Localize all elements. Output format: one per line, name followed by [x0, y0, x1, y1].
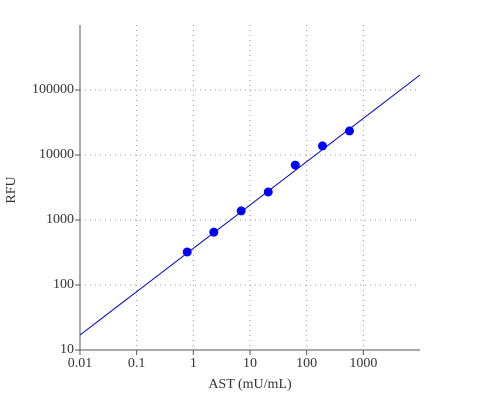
x-tick-label: 1000: [349, 356, 377, 371]
x-tick-label: 0.1: [128, 356, 146, 371]
y-tick-label: 10000: [39, 147, 74, 162]
y-tick-label: 1000: [46, 212, 74, 227]
y-axis-label: RFU: [4, 176, 19, 203]
y-tick-label: 100: [53, 277, 74, 292]
x-axis-label: AST (mU/mL): [208, 377, 292, 392]
y-tick-label: 100000: [32, 82, 74, 97]
x-tick-label: 0.01: [68, 356, 93, 371]
y-tick-label: 10: [60, 342, 74, 357]
x-tick-label: 10: [243, 356, 257, 371]
x-tick-label: 100: [296, 356, 317, 371]
data-point: [344, 126, 354, 136]
x-tick-label: 1: [190, 356, 197, 371]
data-point: [290, 160, 300, 170]
fit-line: [79, 74, 421, 336]
